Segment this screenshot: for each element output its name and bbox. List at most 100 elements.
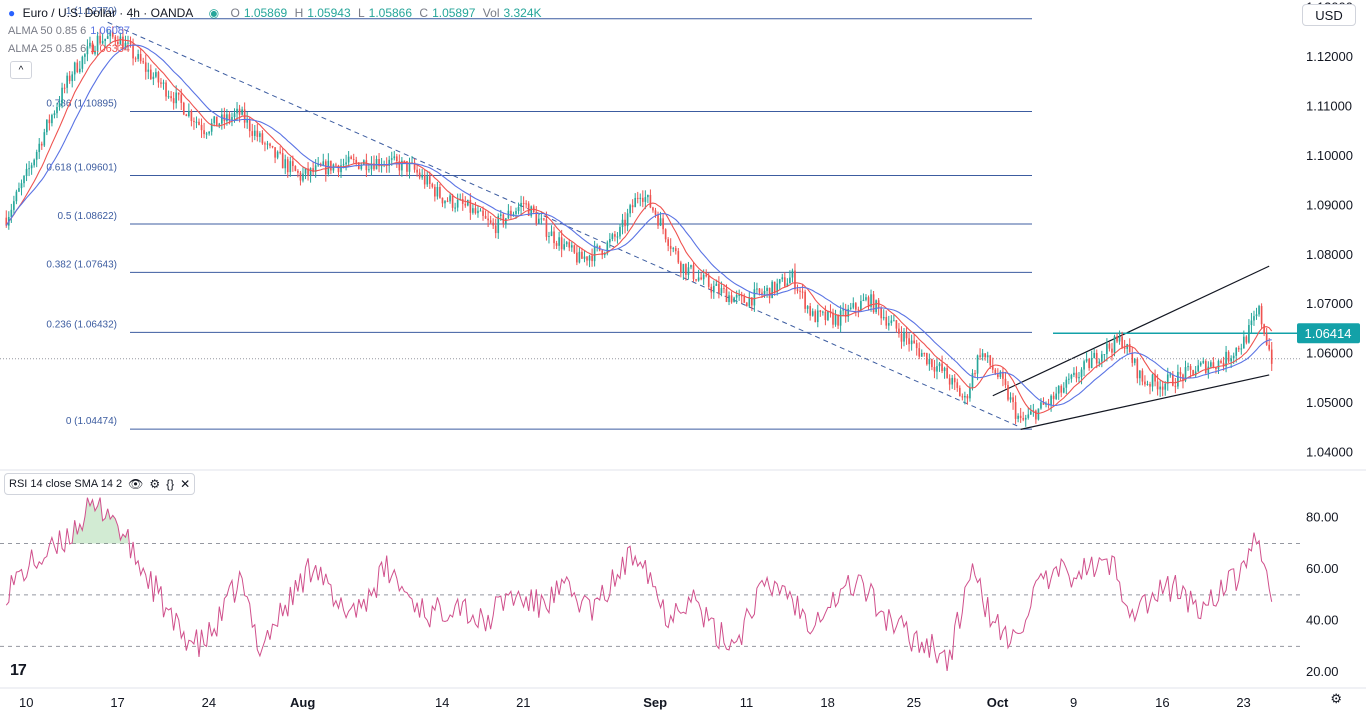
candle-body bbox=[492, 222, 495, 226]
candle-body bbox=[941, 363, 943, 372]
candle-body bbox=[73, 62, 76, 75]
candle-body bbox=[403, 160, 406, 162]
time-tick-label: 18 bbox=[820, 695, 834, 710]
candle-body bbox=[641, 197, 644, 202]
alma50-label: ALMA 50 0.85 6 bbox=[8, 25, 87, 37]
candle-body bbox=[114, 36, 117, 42]
candle-body bbox=[964, 395, 966, 398]
candle-body bbox=[1121, 336, 1123, 348]
gear-icon[interactable]: ⚙ bbox=[149, 477, 161, 491]
candle-body bbox=[720, 288, 723, 294]
candle-body bbox=[456, 199, 459, 208]
candle-body bbox=[758, 288, 761, 293]
candle-body bbox=[1060, 385, 1063, 393]
candle-body bbox=[565, 242, 568, 245]
candle-body bbox=[1230, 358, 1232, 362]
axis-settings-icon[interactable]: ⚙ bbox=[1330, 691, 1342, 706]
candle-body bbox=[337, 165, 340, 173]
price-tick-label: 1.11000 bbox=[1306, 98, 1352, 113]
candle-body bbox=[702, 274, 705, 280]
candle-body bbox=[1192, 369, 1194, 376]
candle-body bbox=[180, 94, 183, 103]
candle-body bbox=[796, 289, 799, 291]
candle-body bbox=[246, 119, 249, 123]
candle-body bbox=[1222, 362, 1225, 367]
candle-body bbox=[1154, 374, 1156, 382]
candle-body bbox=[84, 54, 86, 57]
candle-body bbox=[740, 294, 743, 297]
candle-body bbox=[233, 113, 236, 118]
rsi-line bbox=[5, 497, 1273, 672]
candle-body bbox=[768, 287, 771, 299]
candle-body bbox=[373, 163, 375, 170]
candle-body bbox=[1156, 381, 1159, 390]
candle-body bbox=[609, 238, 611, 243]
candle-body bbox=[134, 58, 137, 60]
eye-icon[interactable]: 👁 bbox=[128, 477, 144, 491]
candle-body bbox=[601, 250, 604, 256]
candle-body bbox=[1174, 385, 1177, 387]
candle-body bbox=[360, 165, 363, 169]
braces-icon[interactable]: {} bbox=[166, 477, 175, 491]
candle-body bbox=[1204, 361, 1207, 373]
candle-body bbox=[203, 130, 205, 135]
candle-body bbox=[1164, 383, 1167, 390]
candle-body bbox=[340, 165, 342, 173]
alma25-legend[interactable]: ALMA 25 0.85 6 1.06334 bbox=[8, 43, 134, 55]
candle-body bbox=[728, 295, 730, 303]
rsi-legend[interactable]: RSI 14 close SMA 14 2 👁 ⚙ {} ✕ bbox=[4, 473, 196, 495]
candle-body bbox=[35, 152, 38, 160]
candle-body bbox=[1111, 348, 1113, 353]
candle-body bbox=[494, 225, 497, 234]
currency-selector[interactable]: USD bbox=[1302, 4, 1356, 26]
candle-body bbox=[593, 246, 596, 262]
alma50-value: 1.06087 bbox=[90, 25, 131, 37]
candle-body bbox=[160, 82, 162, 84]
candle-body bbox=[715, 283, 718, 286]
candle-body bbox=[1070, 374, 1073, 379]
candle-body bbox=[43, 132, 46, 146]
candle-body bbox=[1141, 370, 1144, 382]
candle-body bbox=[672, 248, 675, 250]
candle-body bbox=[789, 277, 791, 284]
candle-body bbox=[581, 251, 583, 259]
candle-body bbox=[981, 353, 984, 357]
close-icon[interactable]: ✕ bbox=[180, 477, 191, 491]
price-tick-label: 1.09000 bbox=[1306, 197, 1353, 212]
candle-body bbox=[1217, 360, 1220, 370]
candle-body bbox=[966, 395, 969, 399]
candle-body bbox=[588, 255, 591, 261]
price-tick-label: 1.12000 bbox=[1306, 49, 1353, 64]
candle-body bbox=[307, 168, 309, 176]
candle-body bbox=[857, 309, 860, 311]
candle-body bbox=[157, 72, 160, 83]
candle-body bbox=[1113, 336, 1116, 353]
candle-body bbox=[515, 211, 517, 214]
candle-body bbox=[649, 194, 652, 208]
grid bbox=[0, 469, 1366, 689]
candle-body bbox=[101, 40, 104, 44]
alma-lines bbox=[5, 39, 1273, 415]
candle-body bbox=[1182, 374, 1184, 381]
candle-body bbox=[264, 143, 266, 145]
candle-body bbox=[799, 290, 801, 292]
candle-body bbox=[1088, 358, 1090, 369]
candle-body bbox=[827, 310, 829, 321]
symbol-title[interactable]: Euro / U.S. Dollar · 4h · OANDA bbox=[22, 6, 194, 20]
candle-body bbox=[933, 367, 936, 372]
collapse-legend-button[interactable]: ^ bbox=[10, 61, 32, 79]
alma50-legend[interactable]: ALMA 50 0.85 6 1.06087 bbox=[8, 25, 134, 37]
candle-body bbox=[527, 203, 530, 216]
candle-body bbox=[522, 202, 525, 204]
candle-body bbox=[238, 108, 241, 115]
candle-body bbox=[882, 317, 885, 319]
candle-body bbox=[814, 311, 817, 323]
candle-body bbox=[444, 200, 446, 204]
candle-body bbox=[783, 277, 786, 287]
candle-body bbox=[428, 176, 431, 184]
candle-body bbox=[1123, 347, 1126, 349]
channel-lower-line bbox=[1020, 374, 1270, 430]
candle-body bbox=[89, 42, 91, 47]
candle-body bbox=[223, 114, 226, 122]
